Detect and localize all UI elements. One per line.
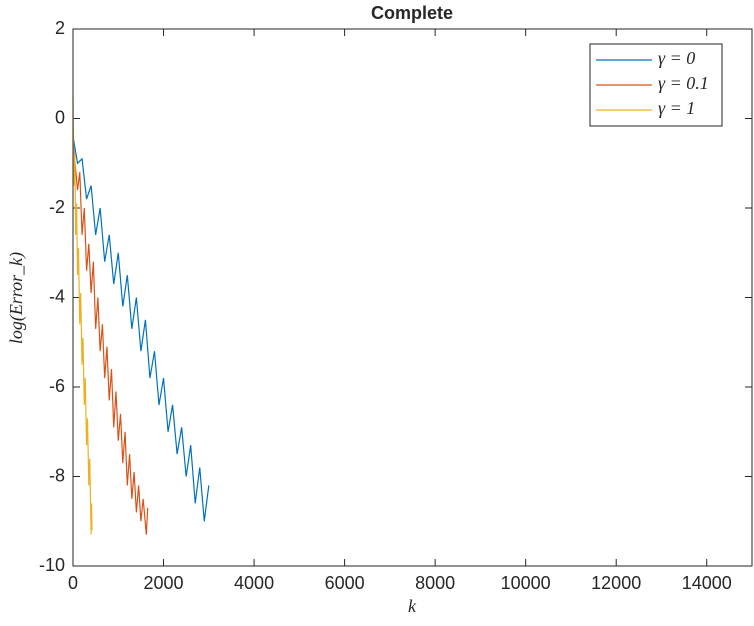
plot-frame (72, 28, 753, 567)
series-line (72, 136, 210, 522)
x-tick-label: 4000 (234, 573, 274, 593)
series-line (72, 96, 93, 535)
legend-label: γ = 1 (658, 98, 695, 118)
x-tick-label: 2000 (144, 573, 184, 593)
x-tick-label: 6000 (325, 573, 365, 593)
y-tick-label: 2 (55, 18, 65, 38)
y-tick-label: -8 (49, 465, 65, 485)
x-axis-label: k (408, 596, 417, 616)
legend-label: γ = 0.1 (658, 73, 709, 93)
x-tick-label: 14000 (682, 573, 732, 593)
x-tick-label: 8000 (415, 573, 455, 593)
x-tick-label: 12000 (591, 573, 641, 593)
y-tick-label: -2 (49, 197, 65, 217)
y-tick-label: -6 (49, 376, 65, 396)
legend-label: γ = 0 (658, 48, 695, 68)
y-axis-label: log(Error_k) (6, 252, 27, 344)
y-tick-label: -10 (39, 555, 65, 575)
y-tick-label: -4 (49, 286, 65, 306)
x-tick-label: 10000 (501, 573, 551, 593)
x-tick-label: 0 (68, 573, 78, 593)
chart-title: Complete (371, 3, 453, 23)
y-tick-label: 0 (55, 107, 65, 127)
series-line (72, 140, 149, 535)
